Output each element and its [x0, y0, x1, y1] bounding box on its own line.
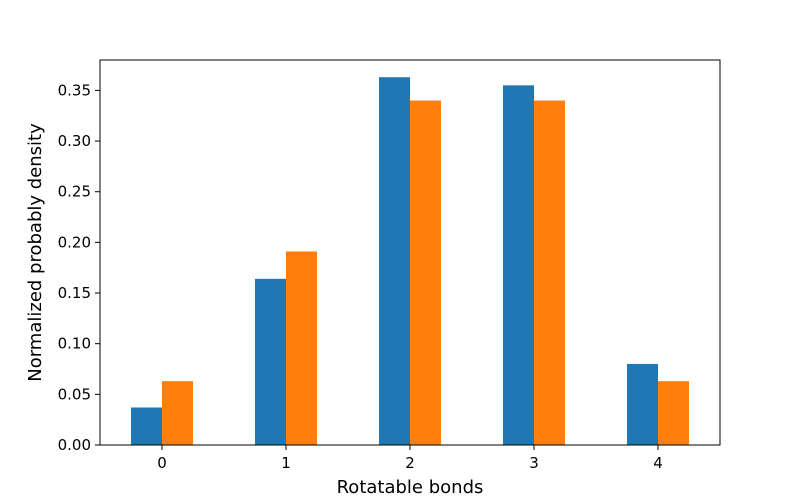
- x-axis-label: Rotatable bonds: [337, 477, 484, 498]
- x-tick-label: 4: [653, 454, 663, 472]
- bar-series-1-3: [503, 85, 534, 445]
- y-tick-label: 0.30: [58, 132, 91, 150]
- bar-series-1-4: [627, 363, 658, 445]
- bar-series-2-3: [534, 100, 565, 446]
- bar-series-1-0: [131, 407, 162, 445]
- bars-group: [131, 77, 689, 446]
- x-tick-label: 2: [405, 454, 415, 472]
- y-axis-ticks: 0.00 0.05 0.10 0.15 0.20 0.25 0.30 0.35: [58, 81, 100, 454]
- bar-series-2-1: [286, 251, 317, 445]
- y-tick-label: 0.10: [58, 335, 91, 353]
- y-axis-label: Normalized probably density: [25, 123, 46, 382]
- x-tick-label: 0: [157, 454, 167, 472]
- y-tick-label: 0.15: [58, 284, 91, 302]
- y-tick-label: 0.00: [58, 436, 91, 454]
- y-tick-label: 0.35: [58, 81, 91, 99]
- bar-series-2-2: [410, 100, 441, 446]
- y-tick-label: 0.25: [58, 183, 91, 201]
- bar-series-1-1: [255, 278, 286, 445]
- y-tick-label: 0.05: [58, 385, 91, 403]
- x-tick-label: 3: [529, 454, 539, 472]
- plot-frame: [99, 59, 721, 446]
- bar-series-2-0: [162, 381, 193, 445]
- bar-series-2-4: [658, 381, 689, 445]
- bar-series-1-2: [379, 77, 410, 445]
- y-tick-label: 0.20: [58, 233, 91, 251]
- x-axis-ticks: 0 1 2 3 4: [157, 445, 663, 472]
- x-tick-label: 1: [281, 454, 291, 472]
